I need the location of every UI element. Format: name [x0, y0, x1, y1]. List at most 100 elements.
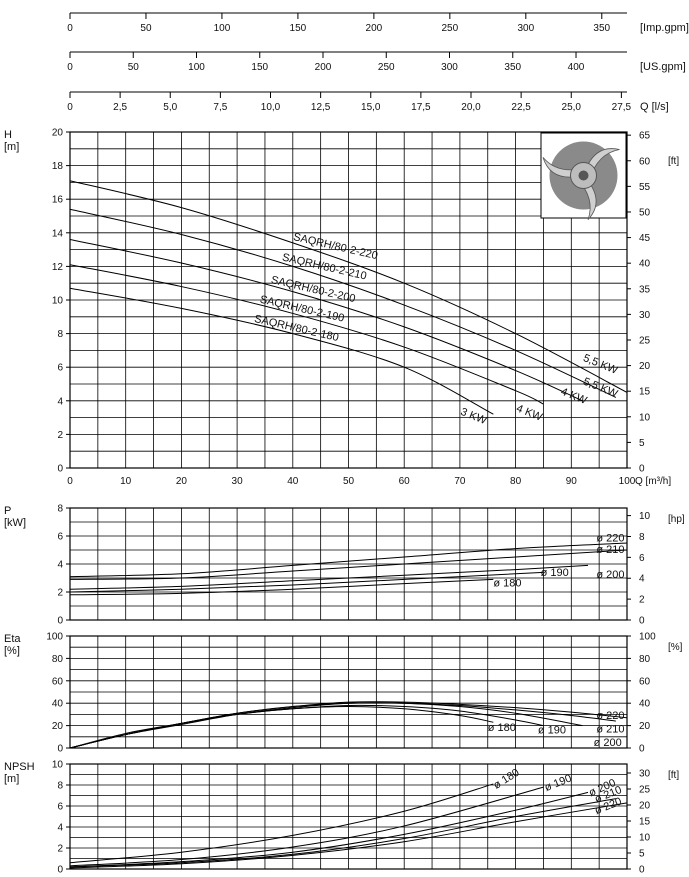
- y-tick-label: 6: [57, 802, 63, 813]
- y-tick-label: 12: [52, 262, 64, 273]
- right-tick-label: 20: [639, 800, 651, 811]
- tick-label: 12,5: [311, 102, 331, 113]
- y-tick-label: 2: [57, 588, 63, 599]
- right-tick-label: 4: [639, 574, 645, 585]
- diameter-label: ø 190: [541, 567, 569, 579]
- x-tick-label: 100: [619, 476, 636, 487]
- right-tick-label: 50: [639, 207, 651, 218]
- right-tick-label: 40: [639, 699, 651, 710]
- curve-head-3: [69, 264, 544, 405]
- right-tick-label: 65: [639, 131, 651, 142]
- right-tick-label: 0: [639, 865, 645, 876]
- x-tick-label: 50: [343, 476, 355, 487]
- diameter-label: ø 210: [596, 723, 624, 735]
- diameter-label: ø 190: [538, 724, 566, 736]
- x-tick-label: 90: [566, 476, 578, 487]
- power-rating-label: 5,5 KW: [581, 352, 620, 377]
- tick-label: 350: [504, 62, 521, 73]
- y-tick-label: 10: [52, 760, 64, 771]
- y-axis-label: P: [4, 505, 11, 517]
- right-tick-label: 60: [639, 156, 651, 167]
- right-tick-label: 0: [639, 464, 645, 475]
- axis-ls: 0 2,5 5,0 7,5 10,0 12,5 15,0 17,5 20,0 22,5 25,0 27…: [67, 91, 669, 113]
- power-rating-label: 4 KW: [559, 386, 589, 407]
- right-axis-unit: [ft]: [668, 770, 679, 781]
- right-tick-label: 2: [639, 595, 645, 606]
- tick-label: 50: [128, 62, 140, 73]
- tick-label: 0: [67, 62, 73, 73]
- tick-label: 350: [593, 23, 610, 34]
- curve-npsh-3: [69, 798, 616, 868]
- axis-us-gpm: 0 50 100 150 200 250 300 350 400 [US.gpm]: [67, 51, 686, 73]
- tick-label: 250: [378, 62, 395, 73]
- y-axis-label: [kW]: [4, 517, 26, 529]
- tick-label: 100: [214, 23, 231, 34]
- y-tick-label: 16: [52, 195, 64, 206]
- tick-label: 150: [290, 23, 307, 34]
- y-axis-label: Eta: [4, 633, 21, 645]
- axis-unit-label: [US.gpm]: [640, 61, 686, 73]
- curve-head-0: [69, 180, 628, 393]
- y-tick-label: 4: [57, 560, 63, 571]
- right-tick-label: 6: [639, 553, 645, 564]
- right-tick-label: 0: [639, 616, 645, 627]
- right-tick-label: 100: [639, 632, 656, 643]
- y-tick-label: 6: [57, 363, 63, 374]
- diameter-label: ø 180: [491, 767, 521, 792]
- tick-label: 17,5: [411, 102, 431, 113]
- right-tick-label: 35: [639, 284, 651, 295]
- panel-npsh: 0 2 4 6 8 10 NPSH[m] 0 5 10 15 20 25 30 [ft]: [4, 760, 679, 876]
- diameter-label: ø 220: [596, 710, 624, 722]
- tick-label: 0: [67, 23, 73, 34]
- x-tick-label: 30: [232, 476, 244, 487]
- y-tick-label: 10: [52, 296, 64, 307]
- y-tick-label: 60: [52, 676, 64, 687]
- right-tick-label: 10: [639, 832, 651, 843]
- axis-imp-gpm: 0 50 100 150 200 250 300 350 [Imp.gpm]: [67, 12, 689, 34]
- tick-label: 2,5: [113, 102, 127, 113]
- right-tick-label: 0: [639, 744, 645, 755]
- diameter-label: ø 180: [493, 577, 521, 589]
- tick-label: 0: [67, 102, 73, 113]
- right-tick-label: 30: [639, 768, 651, 779]
- tick-label: 300: [441, 62, 458, 73]
- diameter-label: ø 200: [596, 569, 624, 581]
- curve-power-0: [69, 542, 628, 578]
- y-tick-label: 6: [57, 532, 63, 543]
- y-tick-label: 14: [52, 228, 64, 239]
- right-tick-label: 55: [639, 182, 651, 193]
- y-axis-label: [m]: [4, 141, 19, 153]
- y-tick-label: 0: [57, 616, 63, 627]
- right-tick-label: 80: [639, 654, 651, 665]
- tick-label: 25,0: [562, 102, 582, 113]
- curve-head-1: [69, 208, 617, 398]
- y-axis-label: [m]: [4, 773, 19, 785]
- tick-label: 100: [188, 62, 205, 73]
- y-tick-label: 20: [52, 128, 64, 139]
- tick-label: 20,0: [461, 102, 481, 113]
- diameter-label: ø 180: [488, 722, 516, 734]
- panel-power: 0 2 4 6 8 P[kW] 0 2 4 6 8 10 [hp]: [4, 504, 685, 627]
- tick-label: 10,0: [261, 102, 281, 113]
- plot-frame: [69, 635, 628, 749]
- y-tick-label: 40: [52, 699, 64, 710]
- tick-label: 22,5: [511, 102, 531, 113]
- x-tick-label: 10: [120, 476, 132, 487]
- curve-npsh-1: [69, 786, 544, 867]
- tick-label: 50: [140, 23, 152, 34]
- right-tick-label: 8: [639, 532, 645, 543]
- y-tick-label: 20: [52, 721, 64, 732]
- x-tick-label: 70: [454, 476, 466, 487]
- right-tick-label: 20: [639, 361, 651, 372]
- x-tick-label: 0: [67, 476, 73, 487]
- x-tick-label: 40: [287, 476, 299, 487]
- panel-head: 0 2 4 6 8 10 12 14 16 18 20 H[m] 0 5 10 15 20 25 30 35 40 45 5…: [4, 128, 679, 488]
- y-axis-label: H: [4, 129, 12, 141]
- curve-power-1: [69, 549, 628, 580]
- tick-label: 150: [251, 62, 268, 73]
- plot-frame: [69, 763, 628, 870]
- curve-power-2: [69, 564, 589, 590]
- right-tick-label: 5: [639, 438, 645, 449]
